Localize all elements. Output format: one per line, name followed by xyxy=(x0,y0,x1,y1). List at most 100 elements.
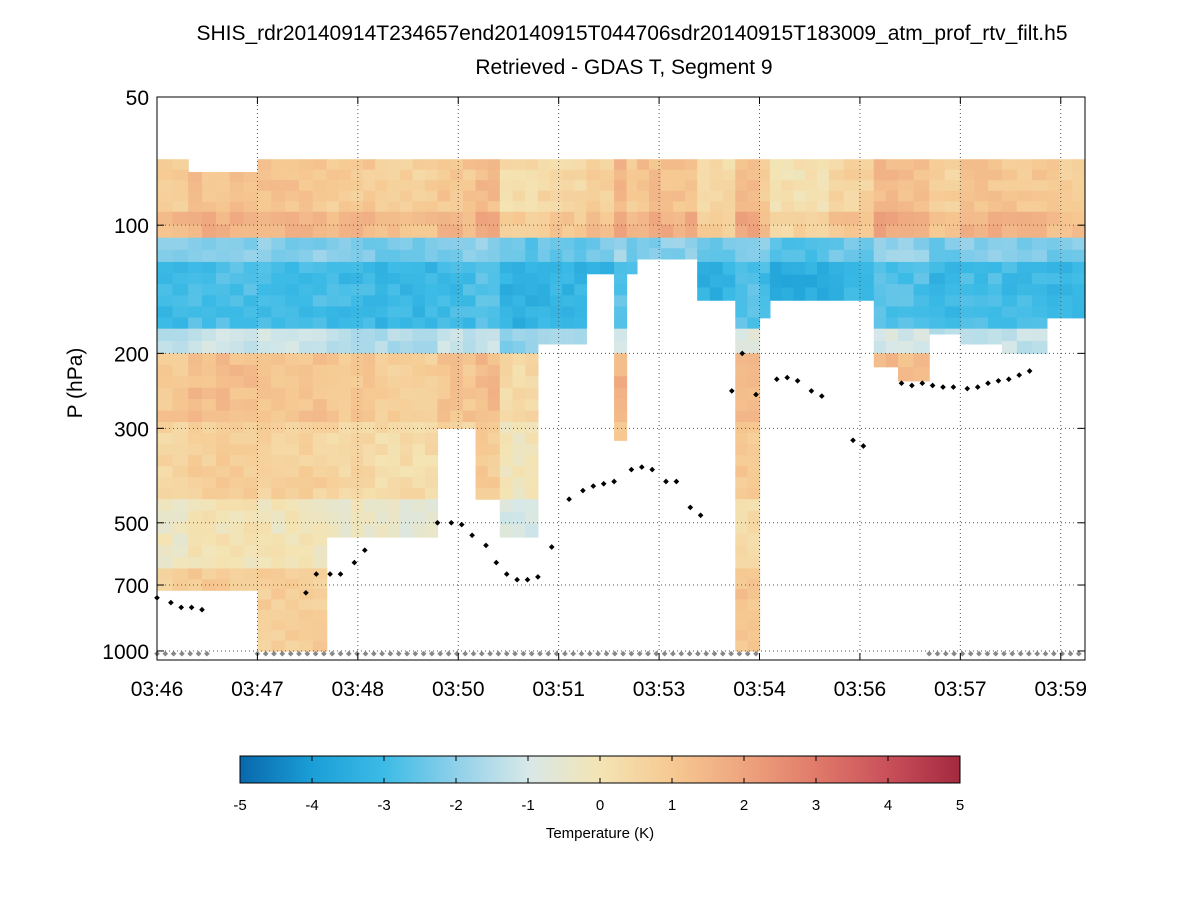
heatmap-cell xyxy=(648,201,662,213)
heatmap-cell xyxy=(425,433,439,445)
heatmap-cell xyxy=(636,169,650,181)
tropopause-point xyxy=(909,382,915,389)
heatmap-cell xyxy=(326,511,340,525)
heatmap-cell xyxy=(412,211,426,226)
heatmap-cell xyxy=(202,533,217,546)
y-tick-label: 500 xyxy=(114,513,149,536)
surface-point xyxy=(1026,650,1032,657)
heatmap-cell xyxy=(412,364,426,377)
heatmap-cell xyxy=(525,511,539,525)
tropopause-point xyxy=(313,571,320,577)
surface-point xyxy=(711,650,718,657)
heatmap-cell xyxy=(929,306,946,319)
heatmap-cell xyxy=(363,499,376,513)
heatmap-cell xyxy=(188,237,203,251)
heatmap-cell xyxy=(735,410,748,423)
heatmap-cell xyxy=(709,274,724,289)
surface-point xyxy=(553,650,560,657)
heatmap-cell xyxy=(285,589,300,600)
heatmap-cell xyxy=(437,328,451,342)
heatmap-cell xyxy=(843,261,860,276)
heatmap-cell xyxy=(614,422,628,432)
heatmap-cell xyxy=(172,328,189,342)
heatmap-cell xyxy=(157,499,174,512)
y-tick-label: 700 xyxy=(114,575,149,598)
heatmap-cell xyxy=(400,237,414,251)
heatmap-cell xyxy=(1059,180,1073,192)
heatmap-cell xyxy=(793,201,806,213)
heatmap-cell xyxy=(475,317,489,330)
heatmap-cell xyxy=(298,295,314,308)
surface-point xyxy=(926,650,933,657)
heatmap-cell xyxy=(202,499,217,512)
heatmap-cell xyxy=(437,306,451,319)
heatmap-cell xyxy=(350,364,364,377)
heatmap-cell xyxy=(697,287,711,301)
heatmap-cell xyxy=(350,328,364,342)
heatmap-cell xyxy=(271,510,286,523)
heatmap-cell xyxy=(312,284,328,296)
heatmap-cell xyxy=(1059,211,1073,226)
heatmap-cell xyxy=(425,488,439,500)
heatmap-cell xyxy=(816,224,830,239)
heatmap-cell xyxy=(648,159,662,171)
heatmap-cell xyxy=(202,273,217,285)
heatmap-cell xyxy=(648,180,662,192)
heatmap-cell xyxy=(312,376,328,389)
heatmap-cell xyxy=(172,159,189,171)
heatmap-cell xyxy=(437,201,451,213)
heatmap-cell xyxy=(805,201,818,213)
heatmap-cell xyxy=(550,284,563,296)
heatmap-cell xyxy=(929,237,946,251)
heatmap-cell xyxy=(499,317,514,330)
heatmap-cell xyxy=(525,364,539,377)
heatmap-cell xyxy=(400,341,414,354)
heatmap-cell xyxy=(350,455,364,467)
heatmap-cell xyxy=(271,640,286,652)
tropopause-point xyxy=(303,589,309,596)
heatmap-cell xyxy=(298,568,314,580)
heatmap-cell xyxy=(1001,284,1018,296)
heatmap-cell xyxy=(709,159,724,171)
heatmap-cell xyxy=(257,180,272,192)
surface-point xyxy=(578,650,585,657)
heatmap-cell xyxy=(562,249,575,263)
heatmap-cell xyxy=(475,488,489,500)
heatmap-cell xyxy=(562,317,575,330)
heatmap-cell xyxy=(387,410,401,423)
heatmap-cell xyxy=(805,287,818,301)
heatmap-cell xyxy=(450,159,464,171)
heatmap-cell xyxy=(747,169,761,181)
heatmap-cell xyxy=(425,376,439,389)
surface-point xyxy=(603,650,610,657)
heatmap-cell xyxy=(885,224,899,239)
heatmap-cell xyxy=(512,224,526,239)
heatmap-cell xyxy=(697,190,711,202)
heatmap-cell xyxy=(326,211,340,226)
heatmap-cell xyxy=(898,317,915,330)
heatmap-cell xyxy=(229,422,245,434)
heatmap-cell xyxy=(735,190,748,202)
heatmap-cell xyxy=(512,284,526,296)
heatmap-cell xyxy=(1046,295,1061,308)
heatmap-cell xyxy=(661,159,674,171)
heatmap-cell xyxy=(960,249,975,263)
heatmap-cell xyxy=(673,237,686,249)
heatmap-cell xyxy=(614,284,628,296)
heatmap-cell xyxy=(805,249,818,263)
heatmap-cell xyxy=(229,488,245,500)
heatmap-cell xyxy=(1001,341,1018,354)
heatmap-cell xyxy=(614,317,628,330)
surface-point xyxy=(1075,650,1082,657)
heatmap-cell xyxy=(350,190,364,202)
heatmap-cell xyxy=(487,190,501,202)
heatmap-cell xyxy=(747,599,761,611)
heatmap-cell xyxy=(229,191,245,203)
heatmap-cell xyxy=(974,317,989,330)
heatmap-cell xyxy=(172,568,189,580)
heatmap-cell xyxy=(387,328,401,342)
heatmap-cell xyxy=(243,568,259,580)
heatmap-cell xyxy=(271,609,286,621)
heatmap-cell xyxy=(661,224,674,239)
heatmap-cell xyxy=(747,640,761,652)
